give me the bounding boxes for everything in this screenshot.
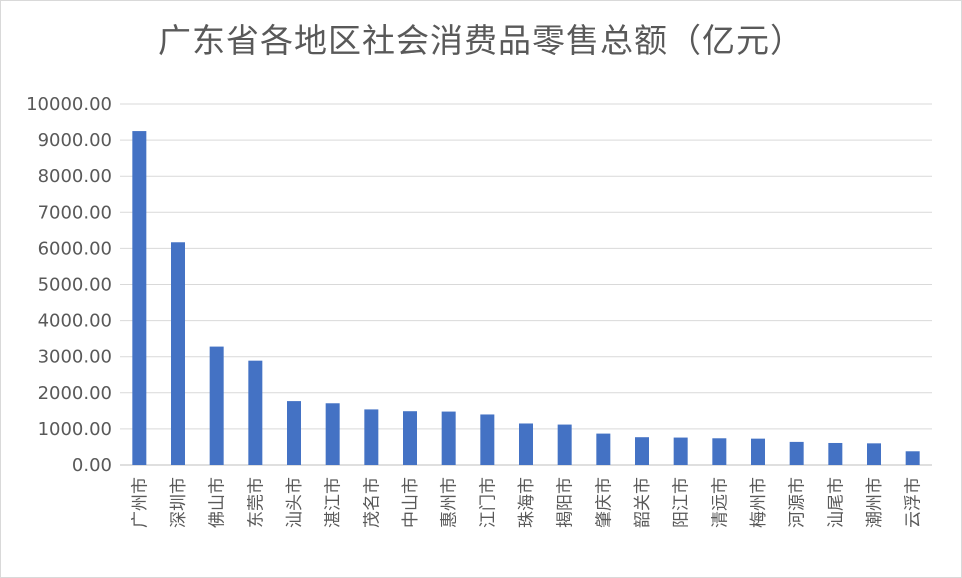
x-tick-label: 东莞市 xyxy=(246,477,266,528)
bar-14 xyxy=(635,437,649,465)
y-tick-label: 4000.00 xyxy=(38,311,112,332)
bar-2 xyxy=(171,242,185,465)
bar-5 xyxy=(287,401,301,465)
y-tick-label: 10000.00 xyxy=(26,94,112,115)
y-tick-label: 5000.00 xyxy=(38,275,112,296)
x-tick-label: 汕头市 xyxy=(285,477,305,528)
x-tick-label: 惠州市 xyxy=(440,477,460,528)
x-axis-ticks: 广州市 深圳市 佛山市 东莞市 汕头市 湛江市 茂名市 中山市 惠州市 江门市 珠海市 揭阳市 肇庆市韶… xyxy=(130,477,923,528)
y-tick-label: 7000.00 xyxy=(38,202,112,223)
y-tick-label: 9000.00 xyxy=(38,130,112,151)
y-tick-label: 6000.00 xyxy=(38,238,112,259)
y-tick-label: 2000.00 xyxy=(38,383,112,404)
bars xyxy=(132,131,920,465)
bar-7 xyxy=(364,409,379,465)
y-tick-label: 3000.00 xyxy=(38,347,112,368)
bar-10 xyxy=(480,414,495,465)
x-tick-label: 深圳市 xyxy=(169,477,189,528)
y-axis-ticks: 0.00 1000.00 2000.00 3000.00 4000.00 5000.00 6… xyxy=(26,94,112,476)
x-tick-label: 汕尾市 xyxy=(826,477,846,528)
x-tick-label: 揭阳市 xyxy=(556,477,576,528)
x-tick-label: 佛山市 xyxy=(208,477,228,528)
y-tick-label: 8000.00 xyxy=(38,166,112,187)
bar-13 xyxy=(596,433,611,465)
y-tick-label: 1000.00 xyxy=(38,419,112,440)
bar-16 xyxy=(712,438,727,465)
bar-8 xyxy=(403,411,417,465)
x-tick-label: 湛江市 xyxy=(324,477,344,528)
gridlines xyxy=(120,103,932,466)
x-tick-label: 云浮市 xyxy=(904,477,924,528)
bar-15 xyxy=(673,437,688,465)
bar-6 xyxy=(325,403,340,465)
bar-18 xyxy=(789,441,804,465)
chart-title: 广东省各地区社会消费品零售总额（亿元） xyxy=(158,21,804,60)
bar-4 xyxy=(248,360,263,465)
bar-3 xyxy=(209,346,224,465)
bar-21 xyxy=(905,451,920,465)
x-tick-label: 茂名市 xyxy=(362,477,382,528)
x-tick-label: 韶关市 xyxy=(633,477,653,528)
bar-19 xyxy=(828,442,843,465)
bar-20 xyxy=(867,443,881,465)
y-tick-label: 0.00 xyxy=(72,455,112,476)
bar-9 xyxy=(441,411,456,465)
x-tick-label: 肇庆市 xyxy=(594,477,614,528)
x-tick-label: 珠海市 xyxy=(517,477,537,528)
x-tick-label: 广州市 xyxy=(130,477,150,528)
x-tick-label: 梅州市 xyxy=(749,477,769,528)
x-tick-label: 潮州市 xyxy=(865,477,885,528)
x-tick-label: 江门市 xyxy=(478,477,498,528)
bar-17 xyxy=(751,438,765,465)
x-tick-label: 清远市 xyxy=(710,477,730,528)
bar-12 xyxy=(557,424,572,465)
bar-1 xyxy=(132,131,147,465)
x-tick-label: 中山市 xyxy=(401,477,421,528)
x-tick-label: 河源市 xyxy=(788,477,808,528)
x-tick-label: 阳江市 xyxy=(672,477,692,528)
bar-11 xyxy=(519,423,533,465)
